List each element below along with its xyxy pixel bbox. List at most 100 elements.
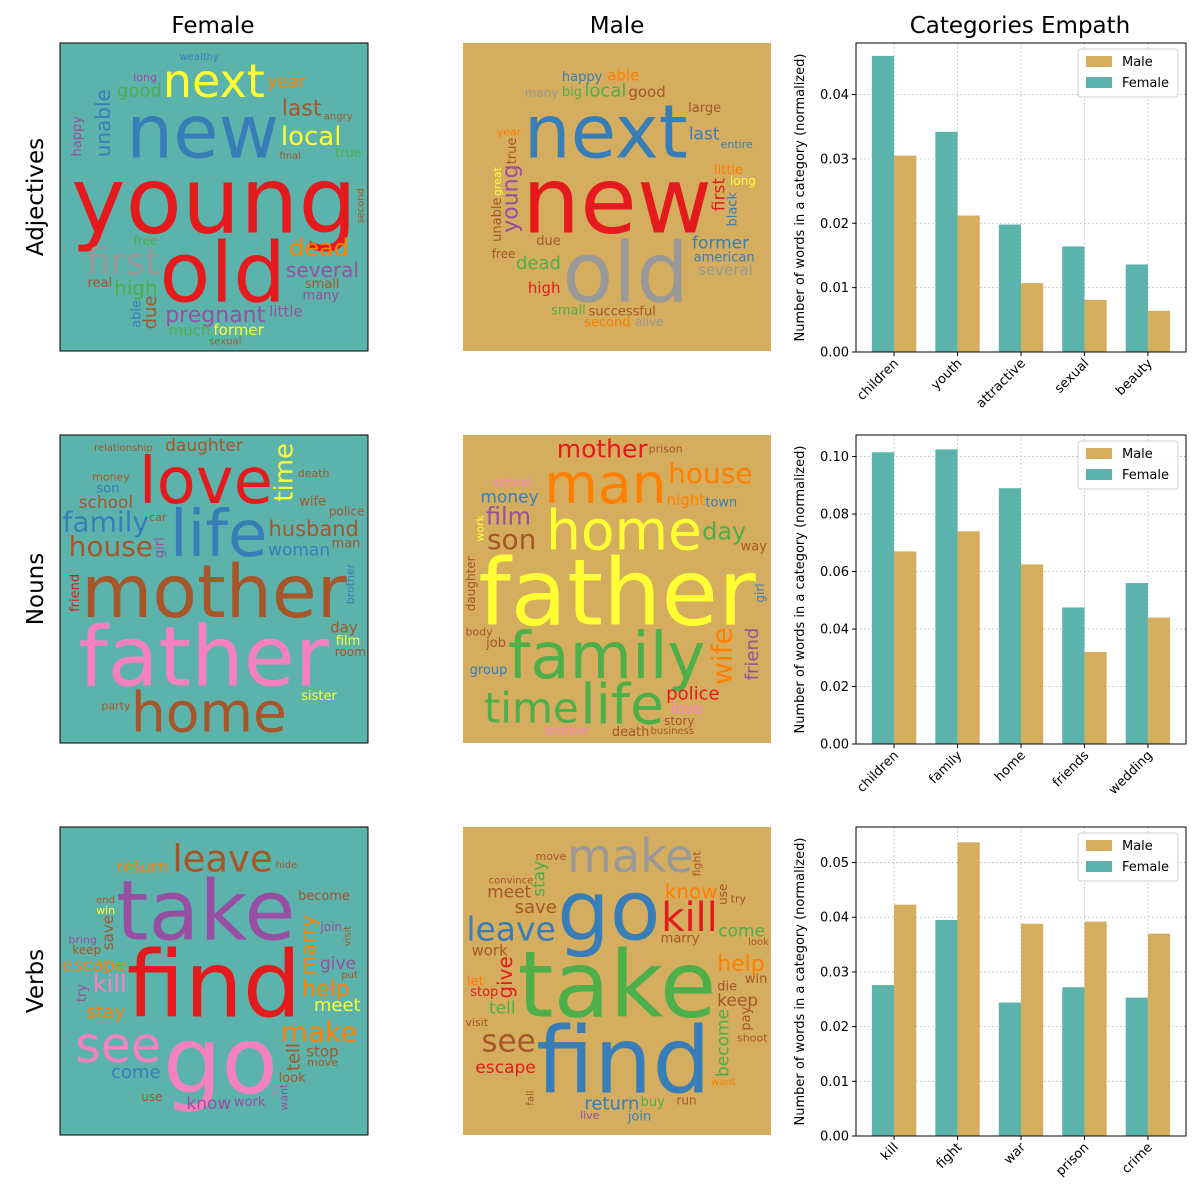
wordcloud-word: convince <box>489 875 534 886</box>
legend-swatch-female <box>1086 77 1112 88</box>
wordcloud-word: house <box>69 530 153 563</box>
wordcloud-word: good <box>117 81 162 102</box>
wordcloud-word: end <box>96 895 115 906</box>
wordcloud-word: return <box>584 1093 639 1114</box>
bar-male-attractive <box>1021 283 1044 352</box>
bar-male-children <box>894 155 917 352</box>
wordcloud-word: prison <box>649 442 683 455</box>
bar-female-friends <box>1062 607 1085 744</box>
y-tick-label: 0.00 <box>820 1130 849 1145</box>
col-title-female: Female <box>171 13 254 39</box>
wordcloud-word: fight <box>691 851 704 877</box>
wordcloud-word: long <box>133 71 157 84</box>
wordcloud-word: year <box>267 72 305 92</box>
wordcloud-word: happy <box>562 70 603 85</box>
wordcloud-word: school <box>79 493 134 513</box>
wordcloud-word: buy <box>641 1095 665 1110</box>
wordcloud-word: friend <box>68 574 83 612</box>
wordcloud-word: sister <box>301 689 337 704</box>
wordcloud-word: year <box>497 125 522 138</box>
wordcloud-word: money <box>480 488 538 508</box>
wordcloud-word: want <box>711 1077 736 1088</box>
wordcloud-word: house <box>668 457 752 490</box>
bar-male-war <box>1021 923 1044 1136</box>
wordcloud-word: son <box>96 481 119 496</box>
x-tick-label: friends <box>1050 748 1092 790</box>
wordcloud-word: young <box>499 164 524 232</box>
wordcloud-word: alive <box>635 315 664 329</box>
wordcloud-word: kill <box>93 970 127 998</box>
wordcloud-word: meet <box>314 995 361 1016</box>
legend-label-female: Female <box>1122 860 1169 875</box>
y-tick-label: 0.04 <box>820 623 849 638</box>
wordcloud-word: marry <box>296 915 320 975</box>
y-tick-label: 0.02 <box>820 1020 849 1035</box>
wordcloud-word: final <box>279 151 301 162</box>
wordcloud-word: long <box>730 174 756 188</box>
wordcloud-word: brother <box>545 724 589 738</box>
wordcloud-word: find <box>536 1008 711 1115</box>
wordcloud-word: husband <box>268 517 358 541</box>
bar-female-kill <box>871 985 895 1136</box>
wordcloud-word: stay <box>530 861 550 897</box>
wordcloud-word: new <box>522 147 712 254</box>
wordcloud-word: new <box>126 89 279 175</box>
wordcloud-word: work <box>471 941 508 959</box>
wordcloud-word: visit <box>465 1016 488 1029</box>
wordcloud-word: successful <box>589 304 656 319</box>
x-tick-label: family <box>926 748 965 787</box>
wordcloud-word: save <box>99 915 117 950</box>
y-tick-label: 0.01 <box>820 1075 849 1090</box>
wordcloud-word: use <box>716 884 730 905</box>
wordcloud-word: money <box>92 470 130 483</box>
wordcloud-word: love <box>139 445 273 519</box>
wordcloud-word: kill <box>661 895 718 941</box>
wordcloud-word: second <box>584 315 630 330</box>
wordcloud-word: group <box>470 663 508 678</box>
wordcloud-word: next <box>524 89 688 175</box>
bar-chart-3: 0.00 0.01 0.02 0.03 0.04 0.05 kill fight war pris… <box>793 826 1187 1179</box>
wordcloud-word: local <box>584 81 626 102</box>
x-tick-label: children <box>854 356 901 403</box>
wordcloud-word: police <box>329 505 365 519</box>
wordcloud-word: party <box>101 700 131 713</box>
wordcloud-word: live <box>580 1109 600 1122</box>
wordcloud-word: try <box>731 893 747 906</box>
wordcloud-word: car <box>149 511 167 524</box>
wordcloud-word: return <box>117 858 169 878</box>
wordcloud-word: true <box>505 138 520 165</box>
wordcloud-word: several <box>698 261 753 279</box>
wordcloud-word: work <box>234 1095 266 1110</box>
wordcloud-word: brother <box>344 563 357 604</box>
wordcloud-word: relationship <box>94 443 153 454</box>
bar-chart-2: 0.00 0.02 0.04 0.06 0.08 0.10 children family ho… <box>793 434 1187 798</box>
bar-female-children <box>871 452 895 744</box>
bar-female-family <box>935 449 958 744</box>
wordcloud-word: former <box>213 321 264 339</box>
wordcloud-word: man <box>332 537 361 552</box>
x-tick-label: beauty <box>1113 356 1156 399</box>
wordcloud-word: join <box>319 920 342 934</box>
wordcloud-word: bring <box>68 934 97 947</box>
wordcloud-word: pay <box>739 1006 754 1030</box>
x-tick-label: youth <box>928 356 965 393</box>
wordcloud-word: love <box>671 700 702 718</box>
wordcloud-word: old <box>159 225 286 322</box>
wordcloud-word: film <box>336 634 360 649</box>
bar-female-fight <box>935 919 958 1136</box>
wordcloud-word: former <box>692 233 749 253</box>
wordcloud-word: able <box>607 67 639 85</box>
wordcloud-word: join <box>627 1109 651 1124</box>
wordcloud-word: hide <box>275 860 297 871</box>
wordcloud-word: time <box>269 443 299 502</box>
wordcloud-word: black <box>725 192 740 227</box>
wordcloud-word: become <box>713 1009 733 1077</box>
x-tick-label: prison <box>1053 1140 1092 1179</box>
wordcloud-word: body <box>465 626 493 639</box>
wordcloud-word: big <box>562 85 582 100</box>
y-tick-label: 0.04 <box>820 88 849 103</box>
wordcloud-word: help <box>717 952 765 977</box>
wordcloud-word: win <box>96 904 115 917</box>
